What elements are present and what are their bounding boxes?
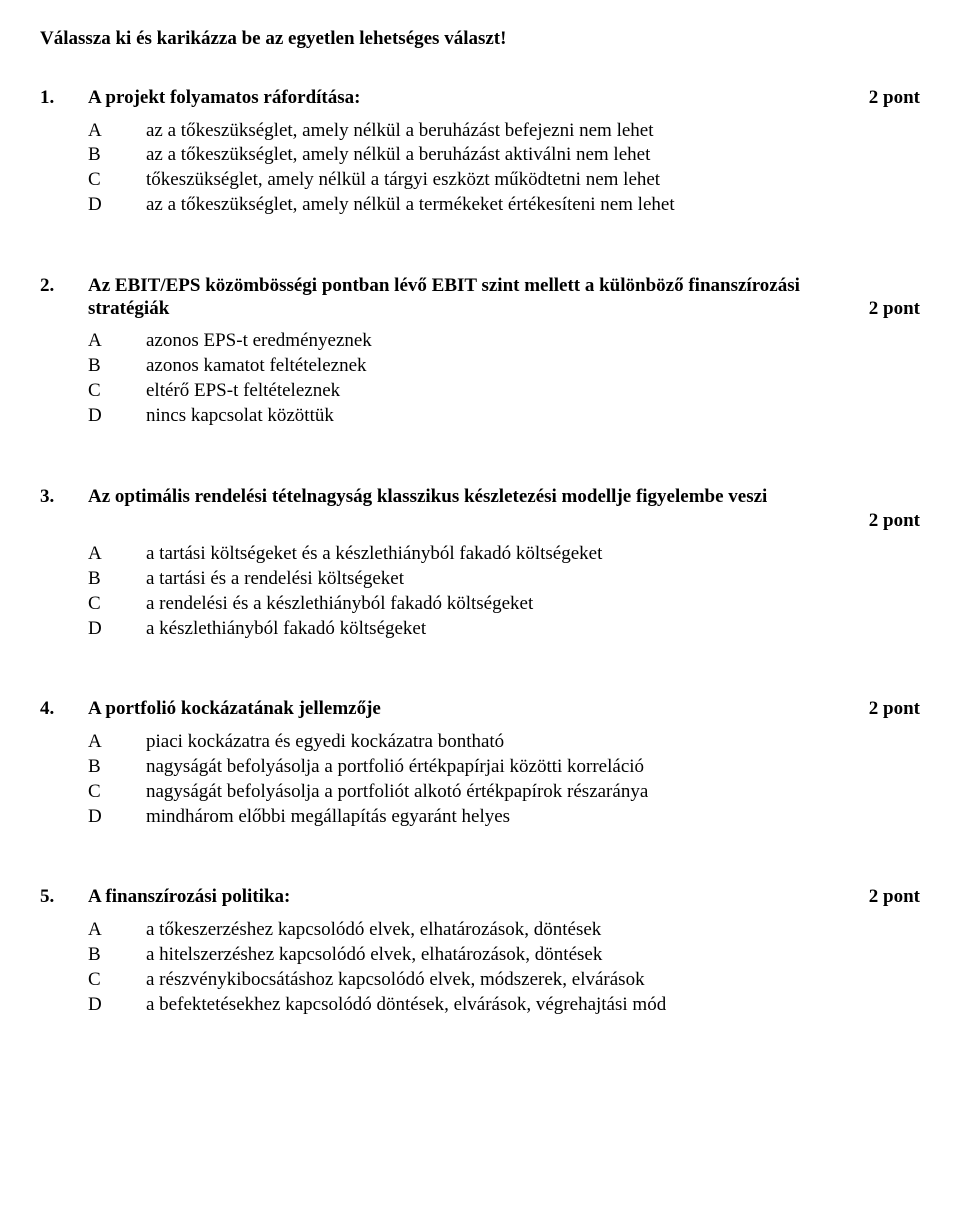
option-text: az a tőkeszükséglet, amely nélkül a beru…	[146, 144, 920, 167]
question: 4.A portfolió kockázatának jellemzője2 p…	[40, 698, 920, 828]
option-row[interactable]: Ba tartási és a rendelési költségeket	[88, 568, 920, 591]
question-points: 2 pont	[869, 698, 920, 721]
option-letter: C	[88, 969, 146, 992]
option-text: az a tőkeszükséglet, amely nélkül a beru…	[146, 120, 920, 143]
option-letter: D	[88, 194, 146, 217]
option-letter: A	[88, 543, 146, 566]
option-row[interactable]: Baz a tőkeszükséglet, amely nélkül a ber…	[88, 144, 920, 167]
option-letter: D	[88, 618, 146, 641]
option-row[interactable]: Aa tartási költségeket és a készlethiány…	[88, 543, 920, 566]
option-row[interactable]: Ca rendelési és a készlethiányból fakadó…	[88, 593, 920, 616]
option-letter: A	[88, 919, 146, 942]
option-row[interactable]: Ca részvénykibocsátáshoz kapcsolódó elve…	[88, 969, 920, 992]
option-letter: C	[88, 781, 146, 804]
question-title: A portfolió kockázatának jellemzője	[88, 698, 869, 721]
question-header: 3.Az optimális rendelési tételnagyság kl…	[40, 486, 920, 534]
option-letter: A	[88, 120, 146, 143]
question-header: 2.Az EBIT/EPS közömbösségi pontban lévő …	[40, 275, 920, 321]
question-points: 2 pont	[869, 87, 920, 110]
questions-container: 1.A projekt folyamatos ráfordítása:2 pon…	[40, 87, 920, 1017]
option-text: nagyságát befolyásolja a portfolió érték…	[146, 756, 920, 779]
option-text: a tőkeszerzéshez kapcsolódó elvek, elhat…	[146, 919, 920, 942]
question-title: Az optimális rendelési tételnagyság klas…	[88, 486, 920, 509]
question-points: 2 pont	[869, 886, 920, 909]
option-text: mindhárom előbbi megállapítás egyaránt h…	[146, 806, 920, 829]
option-row[interactable]: Da befektetésekhez kapcsolódó döntések, …	[88, 994, 920, 1017]
question: 3.Az optimális rendelési tételnagyság kl…	[40, 486, 920, 641]
question-title: A projekt folyamatos ráfordítása:	[88, 87, 869, 110]
option-text: tőkeszükséglet, amely nélkül a tárgyi es…	[146, 169, 920, 192]
option-row[interactable]: Bazonos kamatot feltételeznek	[88, 355, 920, 378]
option-letter: C	[88, 380, 146, 403]
options-list: Aazonos EPS-t eredményeznekBazonos kamat…	[88, 330, 920, 427]
option-row[interactable]: Aazonos EPS-t eredményeznek	[88, 330, 920, 353]
question-number: 4.	[40, 698, 88, 721]
option-letter: B	[88, 756, 146, 779]
option-letter: C	[88, 169, 146, 192]
option-text: piaci kockázatra és egyedi kockázatra bo…	[146, 731, 920, 754]
question-title: Az EBIT/EPS közömbösségi pontban lévő EB…	[88, 275, 869, 321]
question-number: 2.	[40, 275, 88, 298]
option-letter: A	[88, 731, 146, 754]
option-row[interactable]: Dmindhárom előbbi megállapítás egyaránt …	[88, 806, 920, 829]
option-letter: D	[88, 806, 146, 829]
question: 2.Az EBIT/EPS közömbösségi pontban lévő …	[40, 275, 920, 428]
option-text: a tartási és a rendelési költségeket	[146, 568, 920, 591]
question-points: 2 pont	[869, 298, 920, 321]
option-text: a befektetésekhez kapcsolódó döntések, e…	[146, 994, 920, 1017]
option-letter: B	[88, 944, 146, 967]
option-row[interactable]: Ba hitelszerzéshez kapcsolódó elvek, elh…	[88, 944, 920, 967]
option-row[interactable]: Apiaci kockázatra és egyedi kockázatra b…	[88, 731, 920, 754]
option-row[interactable]: Cnagyságát befolyásolja a portfoliót alk…	[88, 781, 920, 804]
option-text: nincs kapcsolat közöttük	[146, 405, 920, 428]
option-letter: D	[88, 405, 146, 428]
question-header: 1.A projekt folyamatos ráfordítása:2 pon…	[40, 87, 920, 110]
question-number: 3.	[40, 486, 88, 509]
options-list: Aa tőkeszerzéshez kapcsolódó elvek, elha…	[88, 919, 920, 1016]
option-text: a rendelési és a készlethiányból fakadó …	[146, 593, 920, 616]
option-row[interactable]: Dnincs kapcsolat közöttük	[88, 405, 920, 428]
option-text: eltérő EPS-t feltételeznek	[146, 380, 920, 403]
question: 1.A projekt folyamatos ráfordítása:2 pon…	[40, 87, 920, 217]
question-number: 5.	[40, 886, 88, 909]
question: 5.A finanszírozási politika:2 pont Aa tők…	[40, 886, 920, 1016]
question-title-wrap: Az optimális rendelési tételnagyság klas…	[88, 486, 920, 534]
option-row[interactable]: Celtérő EPS-t feltételeznek	[88, 380, 920, 403]
option-letter: B	[88, 568, 146, 591]
option-row[interactable]: Ctőkeszükséglet, amely nélkül a tárgyi e…	[88, 169, 920, 192]
question-header: 4.A portfolió kockázatának jellemzője2 p…	[40, 698, 920, 721]
option-text: a részvénykibocsátáshoz kapcsolódó elvek…	[146, 969, 920, 992]
option-letter: B	[88, 355, 146, 378]
question-title: A finanszírozási politika:	[88, 886, 869, 909]
options-list: Aaz a tőkeszükséglet, amely nélkül a ber…	[88, 120, 920, 217]
option-text: azonos kamatot feltételeznek	[146, 355, 920, 378]
option-row[interactable]: Da készlethiányból fakadó költségeket	[88, 618, 920, 641]
option-row[interactable]: Aa tőkeszerzéshez kapcsolódó elvek, elha…	[88, 919, 920, 942]
option-row[interactable]: Bnagyságát befolyásolja a portfolió érté…	[88, 756, 920, 779]
options-list: Aa tartási költségeket és a készlethiány…	[88, 543, 920, 640]
question-header: 5.A finanszírozási politika:2 pont	[40, 886, 920, 909]
option-text: nagyságát befolyásolja a portfoliót alko…	[146, 781, 920, 804]
option-row[interactable]: Aaz a tőkeszükséglet, amely nélkül a ber…	[88, 120, 920, 143]
option-letter: A	[88, 330, 146, 353]
options-list: Apiaci kockázatra és egyedi kockázatra b…	[88, 731, 920, 828]
option-text: azonos EPS-t eredményeznek	[146, 330, 920, 353]
option-letter: B	[88, 144, 146, 167]
question-number: 1.	[40, 87, 88, 110]
option-text: a hitelszerzéshez kapcsolódó elvek, elha…	[146, 944, 920, 967]
option-row[interactable]: Daz a tőkeszükséglet, amely nélkül a ter…	[88, 194, 920, 217]
instruction-text: Válassza ki és karikázza be az egyetlen …	[40, 28, 920, 51]
option-letter: C	[88, 593, 146, 616]
question-points: 2 pont	[88, 510, 920, 533]
option-letter: D	[88, 994, 146, 1017]
option-text: a tartási költségeket és a készlethiányb…	[146, 543, 920, 566]
option-text: az a tőkeszükséglet, amely nélkül a term…	[146, 194, 920, 217]
option-text: a készlethiányból fakadó költségeket	[146, 618, 920, 641]
